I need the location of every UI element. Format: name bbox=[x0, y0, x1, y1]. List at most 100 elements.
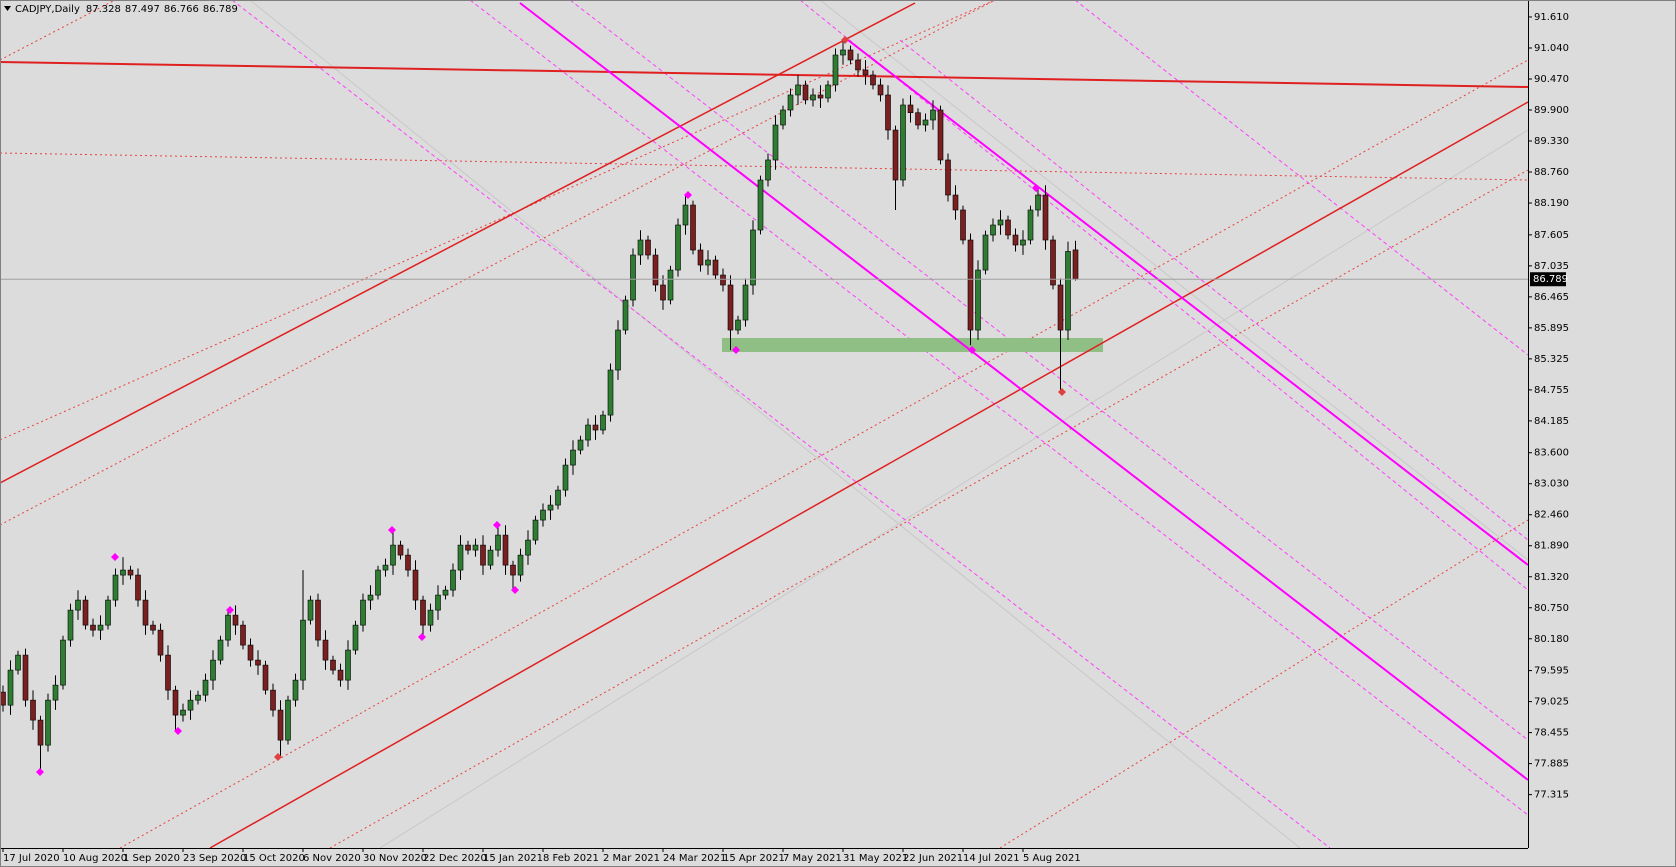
candle-body bbox=[607, 369, 614, 416]
x-tick-label: 22 Dec 2020 bbox=[423, 853, 487, 864]
last-price-label: 86.789 bbox=[1533, 274, 1568, 285]
candle-body bbox=[45, 699, 51, 746]
x-tick-label: 6 Nov 2020 bbox=[303, 853, 361, 864]
marker bbox=[388, 526, 396, 534]
candle-body bbox=[945, 159, 951, 196]
x-tick-label: 24 Mar 2021 bbox=[663, 853, 726, 864]
support-zone bbox=[722, 338, 1103, 352]
y-tick-label: 84.755 bbox=[1534, 385, 1569, 396]
last-open: 87.328 bbox=[86, 4, 121, 15]
candle-body bbox=[0, 691, 6, 706]
trendline bbox=[209, 101, 1529, 849]
candle-body bbox=[540, 509, 546, 521]
candle-body bbox=[780, 109, 786, 126]
candle-body bbox=[840, 49, 846, 56]
candle-body bbox=[60, 639, 66, 686]
candle-body bbox=[262, 664, 269, 691]
candle-body bbox=[1012, 234, 1019, 246]
candle-body bbox=[105, 599, 111, 626]
candle-body bbox=[337, 669, 344, 681]
candle-body bbox=[52, 684, 59, 701]
candle-body bbox=[315, 599, 321, 641]
candle-body bbox=[322, 639, 329, 661]
candle-body bbox=[555, 489, 561, 506]
candle-body bbox=[390, 544, 396, 566]
y-tick-label: 77.885 bbox=[1534, 759, 1569, 770]
candle-body bbox=[22, 654, 29, 701]
candle-body bbox=[210, 659, 216, 681]
candle-body bbox=[172, 689, 179, 716]
candle-body bbox=[442, 589, 449, 596]
y-tick-label: 83.600 bbox=[1534, 448, 1569, 459]
candle-body bbox=[915, 112, 921, 126]
candle-body bbox=[690, 204, 696, 251]
candle-body bbox=[817, 94, 824, 99]
candle-body bbox=[660, 284, 666, 301]
channel-line bbox=[519, 2, 1529, 781]
candle-body bbox=[277, 709, 284, 741]
time-axis-area bbox=[0, 848, 1528, 867]
x-tick-label: 1 Sep 2020 bbox=[123, 853, 180, 864]
x-tick-label: 15 Jan 2021 bbox=[483, 853, 543, 864]
candle-body bbox=[195, 694, 201, 701]
last-low: 86.766 bbox=[164, 4, 199, 15]
y-tick-label: 81.890 bbox=[1534, 541, 1569, 552]
marker bbox=[511, 586, 519, 594]
y-tick-label: 80.180 bbox=[1534, 634, 1569, 645]
candle-body bbox=[1065, 251, 1071, 331]
dotted-trendline bbox=[0, 0, 116, 61]
last-high: 87.497 bbox=[125, 4, 160, 15]
candle-body bbox=[600, 414, 606, 431]
dashed-channel bbox=[569, 0, 1529, 741]
menu-icon[interactable] bbox=[4, 6, 11, 11]
candle-body bbox=[772, 124, 779, 161]
candle-body bbox=[517, 554, 524, 576]
candle-body bbox=[742, 284, 749, 321]
dashed-channel bbox=[469, 0, 1529, 816]
y-tick-label: 87.605 bbox=[1534, 230, 1569, 241]
candle-body bbox=[1072, 249, 1079, 280]
candle-body bbox=[885, 94, 891, 131]
candle-body bbox=[570, 449, 576, 466]
candle-body bbox=[952, 194, 959, 211]
dashed-channel bbox=[799, 0, 1529, 591]
candle-body bbox=[187, 699, 194, 711]
candle-body bbox=[450, 569, 456, 591]
candle-body bbox=[82, 599, 89, 626]
marker bbox=[111, 553, 119, 561]
candle-body bbox=[165, 654, 171, 691]
candle-body bbox=[855, 59, 861, 71]
candle-body bbox=[112, 574, 119, 601]
candle-body bbox=[735, 319, 741, 331]
x-tick-label: 31 May 2021 bbox=[843, 853, 908, 864]
candle-body bbox=[930, 109, 936, 121]
marker bbox=[968, 346, 976, 354]
candle-body bbox=[465, 544, 471, 551]
candle-body bbox=[825, 84, 831, 99]
candle-body bbox=[127, 569, 134, 576]
candle-body bbox=[1020, 239, 1026, 246]
marker bbox=[274, 753, 282, 761]
y-tick-label: 91.610 bbox=[1534, 12, 1569, 23]
candle-body bbox=[787, 94, 794, 111]
candle-body bbox=[892, 129, 899, 181]
trendline bbox=[0, 2, 916, 484]
candle-body bbox=[577, 439, 584, 451]
candle-body bbox=[765, 159, 771, 181]
marker bbox=[174, 727, 182, 735]
chart-header: CADJPY,Daily 87.328 87.497 86.766 86.789 bbox=[15, 4, 238, 15]
candle-body bbox=[727, 284, 734, 331]
marker bbox=[684, 191, 692, 199]
candle-body bbox=[960, 209, 966, 241]
candle-body bbox=[1027, 209, 1034, 241]
candle-body bbox=[967, 239, 974, 331]
candle-body bbox=[532, 519, 539, 541]
candle-body bbox=[120, 569, 126, 576]
candle-body bbox=[255, 659, 261, 666]
candle-body bbox=[37, 719, 44, 746]
marker bbox=[36, 768, 44, 776]
candle-body bbox=[900, 104, 906, 181]
candle-body bbox=[457, 544, 464, 571]
